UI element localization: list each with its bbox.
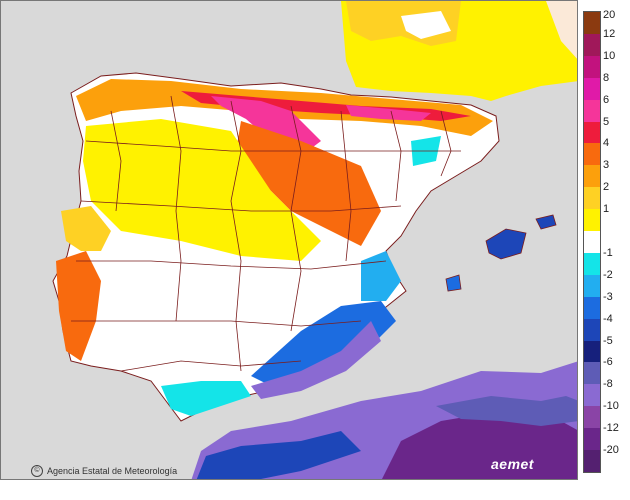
legend-swatch [584, 450, 600, 473]
legend-swatch [584, 99, 600, 122]
legend-swatch [584, 340, 600, 363]
legend-label: -12 [603, 422, 619, 435]
legend-swatch [584, 274, 600, 298]
legend-swatch [584, 187, 600, 210]
legend-swatch [584, 252, 600, 276]
legend-swatch [584, 428, 600, 451]
legend-swatch [584, 77, 600, 101]
valencia-cyan-strip [361, 251, 401, 301]
africa-blue-band [196, 431, 361, 479]
legend-labels: 20 12 10 8 6 5 4 3 2 1 -1 -2 -3 -4 -5 -6 -8 -10 -12 -20 [603, 0, 630, 480]
color-legend [583, 11, 601, 473]
legend-label: 12 [603, 27, 616, 40]
brand-logo: aemet [491, 456, 534, 472]
legend-label: 5 [603, 115, 610, 128]
legend-swatch [584, 296, 600, 320]
credit-line: © Agencia Estatal de Meteorología [31, 465, 177, 477]
legend-swatch [584, 12, 600, 35]
legend-swatch [584, 121, 600, 144]
central-yellow-zone [83, 119, 321, 261]
legend-label: -5 [603, 334, 613, 347]
legend-swatch [584, 55, 600, 79]
legend-swatch [584, 165, 600, 188]
legend-swatch [584, 362, 600, 385]
legend-label: 3 [603, 159, 610, 172]
legend-swatch [584, 406, 600, 429]
legend-label: -20 [603, 444, 619, 457]
southeast-blue-zone [251, 301, 396, 386]
anomaly-map: © Agencia Estatal de Meteorología aemet [0, 0, 578, 480]
menorca-island [535, 214, 557, 230]
legend-label: -10 [603, 400, 619, 413]
legend-swatch [584, 143, 600, 166]
central-white-zone [111, 241, 301, 361]
legend-label: -8 [603, 378, 613, 391]
portugal-orange-zone [56, 251, 101, 361]
legend-swatch [584, 33, 600, 57]
legend-swatch [584, 318, 600, 342]
map-canvas [52, 1, 577, 479]
legend-swatch [584, 384, 600, 407]
legend-label: -6 [603, 356, 613, 369]
ibiza-island [445, 274, 462, 292]
legend-label: 8 [603, 71, 610, 84]
legend-label: 2 [603, 181, 610, 194]
andalusia-cyan-zone [161, 381, 251, 416]
credit-text: Agencia Estatal de Meteorología [47, 466, 178, 476]
copyright-icon: © [31, 465, 43, 477]
legend-swatch [584, 209, 600, 232]
southeast-purple-zone [251, 321, 381, 399]
legend-label: 10 [603, 49, 616, 62]
legend-label: -4 [603, 312, 613, 325]
legend-label: 6 [603, 93, 610, 106]
legend-label: -3 [603, 290, 613, 303]
portugal-yellow-zone [61, 206, 111, 251]
mallorca-island [485, 228, 527, 260]
province-borders [71, 95, 461, 372]
legend-swatch [584, 231, 600, 254]
africa-coastal-zone [436, 396, 577, 426]
africa-dark-band [382, 411, 577, 479]
pyrenees-magenta-band [346, 105, 431, 121]
legend-label: 4 [603, 137, 610, 150]
legend-label: 1 [603, 203, 610, 216]
italy-corner-land [546, 1, 577, 59]
central-north-orange [236, 121, 381, 246]
france-white-patch [401, 11, 451, 39]
legend-label: 20 [603, 9, 616, 21]
legend-label: -2 [603, 268, 613, 281]
legend-label: -1 [603, 246, 613, 259]
